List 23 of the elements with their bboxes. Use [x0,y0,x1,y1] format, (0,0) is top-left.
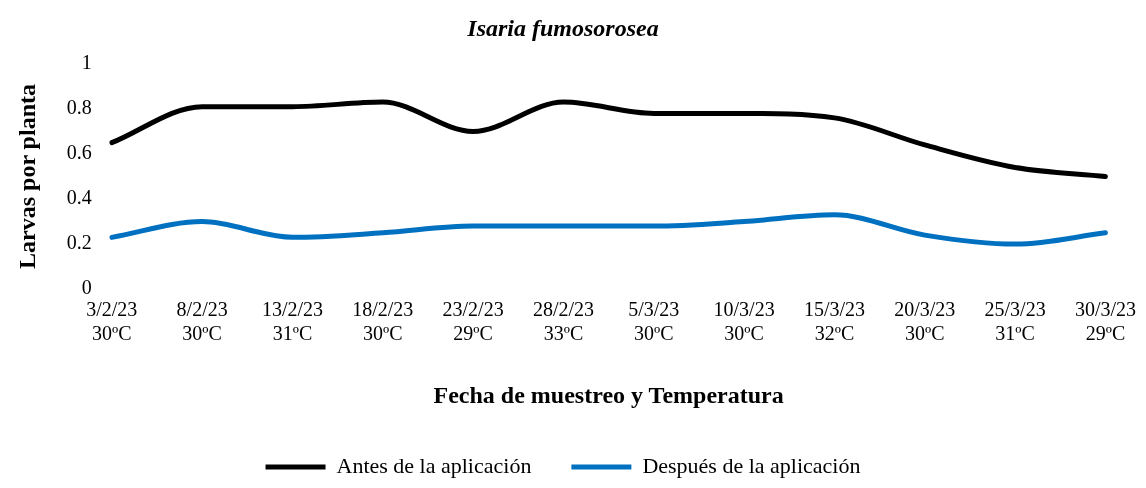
x-tick-label: 30/3/23 29ºC [1074,298,1137,345]
chart-title: Isaria fumosorosea [466,14,659,41]
y-tick-label: 0.8 [66,96,92,119]
x-tick-label: 23/2/23 29ºC [442,298,504,345]
x-tick-label: 8/2/23 30ºC [176,298,228,345]
x-tick-label: 13/2/23 31ºC [261,298,324,345]
y-tick-label: 1 [81,51,92,74]
y-tick-label: 0 [81,276,92,299]
x-tick-label: 15/3/23 32ºC [803,298,866,345]
y-axis-title: Larvas por planta [13,84,40,269]
x-tick-label: 18/2/23 30ºC [352,298,414,345]
x-tick-label: 28/2/23 33ºC [532,298,595,345]
x-tick-label: 5/3/23 30ºC [628,298,680,345]
x-tick-label: 3/2/23 30ºC [86,298,138,345]
x-axis-title: Fecha de muestreo y Temperatura [433,381,784,408]
x-tick-label: 25/3/23 31ºC [984,298,1046,345]
x-tick-label: 20/3/23 30ºC [894,298,956,345]
y-tick-label: 0.4 [66,186,92,209]
legend-label: Después de la aplicación [642,452,861,478]
y-tick-label: 0.6 [66,141,92,164]
y-tick-label: 0.2 [66,231,92,254]
x-tick-label: 10/3/23 30ºC [713,298,775,345]
legend-label: Antes de la aplicación [336,452,532,478]
